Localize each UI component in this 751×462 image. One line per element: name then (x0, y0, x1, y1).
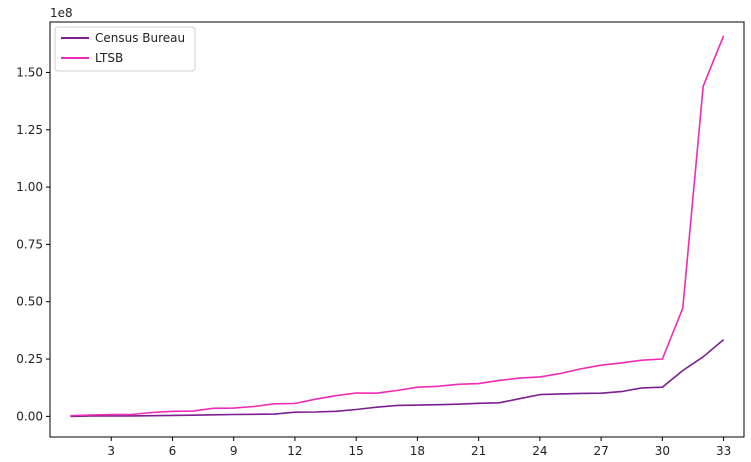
x-tick-label: 27 (593, 444, 608, 458)
y-tick-label: 0.75 (16, 237, 43, 251)
legend: Census Bureau LTSB (54, 26, 196, 72)
x-tick-label: 6 (169, 444, 177, 458)
legend-box (54, 26, 196, 72)
x-tick-label: 18 (410, 444, 425, 458)
series-layer (70, 35, 725, 418)
x-tick-label: 30 (655, 444, 670, 458)
x-tick-label: 15 (349, 444, 364, 458)
y-axis: 0.00 0.25 0.50 0.75 1.00 1.25 1.50 (16, 65, 50, 423)
x-tick-label: 3 (107, 444, 115, 458)
x-axis: 3 6 9 12 15 18 21 24 27 30 33 (107, 437, 731, 458)
y-tick-label: 0.25 (16, 352, 43, 366)
y-tick-label: 1.00 (16, 180, 43, 194)
y-offset-label: 1e8 (50, 6, 73, 20)
legend-label-ltsb: LTSB (95, 51, 123, 65)
x-tick-label: 24 (532, 444, 547, 458)
x-tick-label: 21 (471, 444, 486, 458)
series-line-ltsb (70, 35, 725, 417)
y-tick-label: 1.50 (16, 65, 43, 79)
y-tick-label: 0.00 (16, 409, 43, 423)
series-line-census-bureau (70, 338, 725, 418)
x-tick-label: 33 (716, 444, 731, 458)
x-tick-label: 9 (230, 444, 238, 458)
plot-area (49, 21, 745, 438)
y-tick-label: 1.25 (16, 123, 43, 137)
x-tick-label: 12 (287, 444, 302, 458)
legend-label-census-bureau: Census Bureau (95, 31, 185, 45)
y-tick-label: 0.50 (16, 295, 43, 309)
